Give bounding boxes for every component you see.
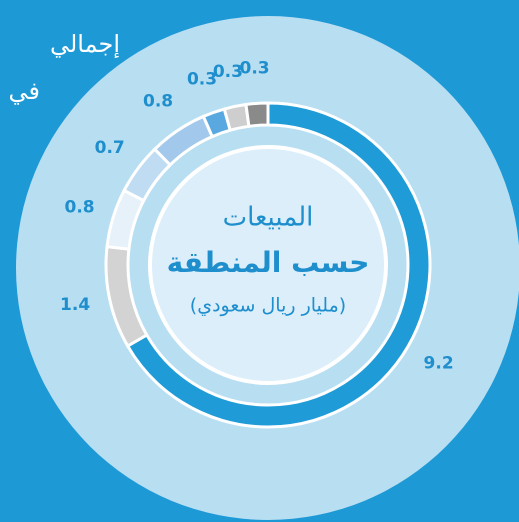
intro-line: إجمالي <box>50 30 120 59</box>
donut-segment <box>244 101 270 128</box>
center-title: حسب المنطقة <box>167 246 370 279</box>
center-disc <box>148 145 388 385</box>
data-label: 0.3 <box>187 69 217 89</box>
data-label: 0.7 <box>95 138 125 158</box>
data-label: 9.2 <box>424 354 454 374</box>
data-label: 1.4 <box>60 295 90 315</box>
data-label: 0.3 <box>239 58 269 78</box>
center-subtitle: (مليار ريال سعودي) <box>190 295 346 317</box>
data-label: 0.8 <box>143 92 173 112</box>
intro-line: في <box>9 77 40 105</box>
data-label: 0.8 <box>65 198 95 218</box>
data-label: 0.3 <box>213 62 243 82</box>
center-title: المبيعات <box>223 203 314 233</box>
